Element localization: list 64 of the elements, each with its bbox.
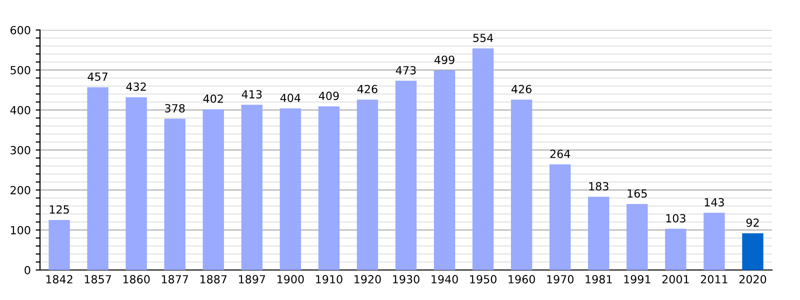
bar	[510, 100, 532, 270]
x-tick-label: 1930	[393, 275, 420, 284]
data-label: 404	[280, 94, 300, 102]
y-tick-label: 600	[10, 26, 30, 34]
data-label: 103	[666, 214, 686, 222]
bar	[550, 164, 571, 270]
y-tick-label: 300	[10, 146, 30, 154]
x-tick-label: 1991	[624, 275, 650, 284]
bar	[202, 109, 224, 270]
bar	[395, 80, 417, 270]
x-tick-label: 1897	[238, 275, 266, 284]
data-label: 378	[165, 104, 185, 112]
bar	[48, 220, 70, 270]
data-label: 426	[512, 84, 532, 94]
y-tick-label: 100	[10, 226, 30, 234]
x-tick-label: 2001	[662, 275, 689, 284]
data-label: 457	[88, 72, 108, 81]
x-tick-label: 1981	[586, 275, 612, 284]
x-tick-label: 1920	[354, 275, 381, 284]
x-tick-label: 1960	[508, 275, 535, 284]
data-label: 473	[396, 66, 416, 74]
bar	[742, 233, 764, 270]
bar	[588, 196, 610, 270]
data-label: 165	[628, 189, 647, 198]
bar	[472, 48, 494, 270]
x-tick-label: 2020	[739, 275, 766, 284]
x-tick-label: 1842	[46, 275, 72, 284]
x-tick-label: 1950	[470, 275, 496, 284]
bar	[87, 87, 108, 270]
x-tick-label: 1970	[547, 275, 574, 284]
bar	[665, 228, 686, 270]
data-label: 432	[126, 82, 146, 91]
bar	[356, 100, 378, 270]
y-tick-label: 200	[10, 186, 30, 194]
bar	[164, 118, 186, 270]
y-tick-label: 400	[10, 106, 30, 114]
bar	[280, 108, 302, 270]
bar	[626, 204, 648, 270]
y-tick-label: 0	[24, 266, 30, 274]
x-tick-label: 1857	[84, 275, 111, 284]
data-label: 92	[746, 218, 759, 227]
bar	[434, 70, 456, 270]
x-tick-label: 1877	[162, 275, 188, 284]
x-tick-label: 1910	[316, 275, 342, 284]
data-label: 409	[318, 92, 339, 100]
bar	[704, 212, 725, 270]
data-label: 264	[550, 150, 570, 158]
data-label: 426	[357, 84, 378, 94]
x-tick-label: 1940	[432, 275, 458, 284]
data-label: 143	[704, 198, 724, 206]
bar	[126, 97, 147, 270]
data-label: 183	[589, 182, 608, 190]
x-tick-label: 1887	[200, 275, 227, 284]
x-tick-label: 1900	[278, 275, 304, 284]
bar	[241, 104, 262, 270]
x-tick-label: 1860	[123, 275, 150, 284]
bar	[318, 106, 340, 270]
x-tick-label: 2011	[700, 275, 728, 284]
y-tick-label: 500	[10, 66, 30, 74]
data-label: 413	[242, 90, 262, 98]
data-label: 125	[50, 205, 69, 214]
data-label: 499	[434, 56, 454, 64]
data-label: 554	[473, 34, 494, 42]
data-label: 402	[203, 94, 223, 103]
